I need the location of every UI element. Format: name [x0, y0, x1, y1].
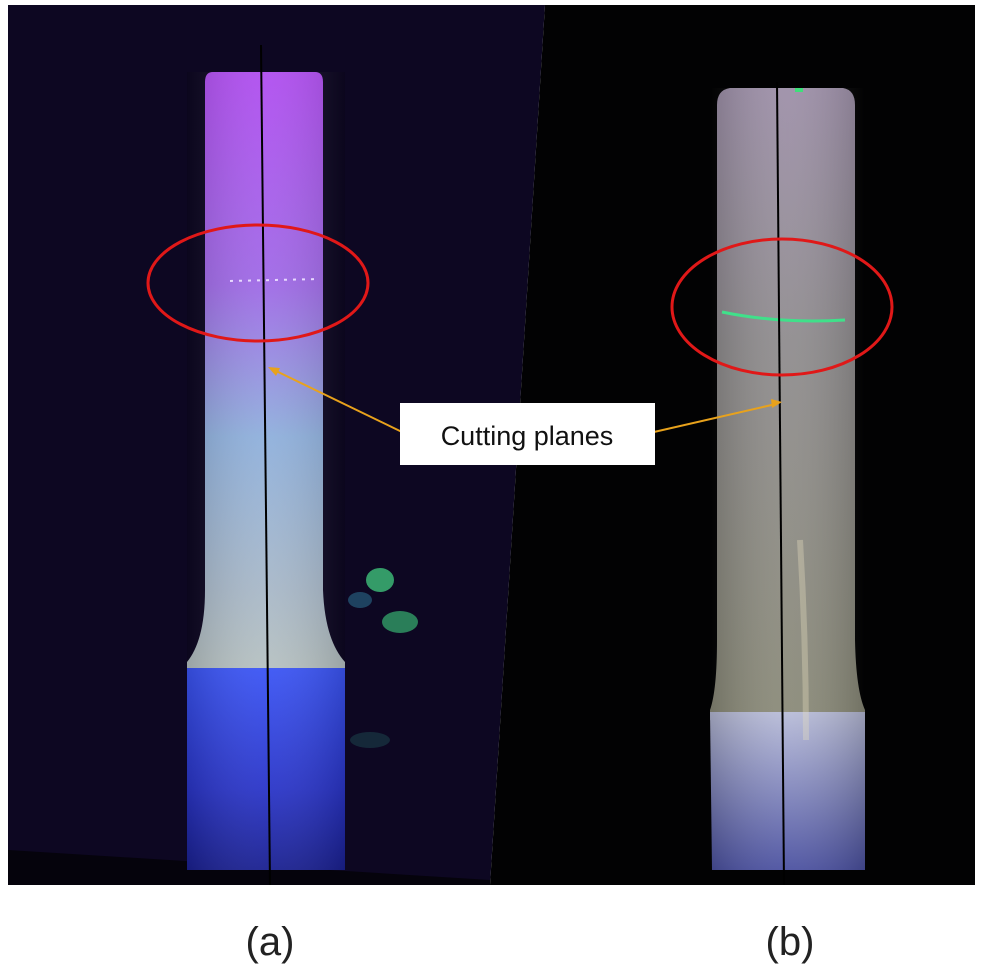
panel-label: (b): [766, 920, 815, 964]
glow-spot: [382, 611, 418, 633]
figure: Cutting planes (a) (b): [0, 0, 985, 972]
panel-label: (a): [246, 920, 295, 964]
glow-spot: [366, 568, 394, 592]
glow-spot: [350, 732, 390, 748]
glow-spot: [348, 592, 372, 608]
callout-text: Cutting planes: [441, 421, 614, 451]
laser-dot: [795, 88, 803, 92]
page: Cutting planes (a) (b) (() => { const da…: [0, 0, 985, 972]
cylinder-shade: [710, 88, 865, 870]
